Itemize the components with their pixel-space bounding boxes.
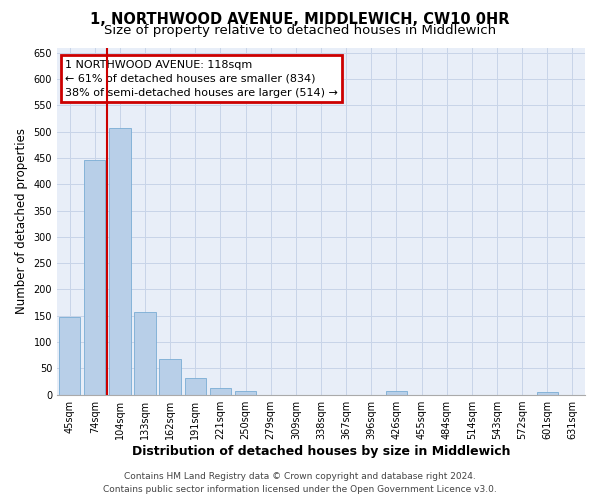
Bar [134, 312, 156, 394]
Text: 1, NORTHWOOD AVENUE, MIDDLEWICH, CW10 0HR: 1, NORTHWOOD AVENUE, MIDDLEWICH, CW10 0H… [90, 12, 510, 28]
Bar [536, 392, 558, 394]
Bar [235, 391, 256, 394]
Bar [109, 128, 131, 394]
Y-axis label: Number of detached properties: Number of detached properties [15, 128, 28, 314]
Bar [386, 392, 407, 394]
X-axis label: Distribution of detached houses by size in Middlewich: Distribution of detached houses by size … [132, 444, 510, 458]
Bar [160, 359, 181, 394]
Text: 1 NORTHWOOD AVENUE: 118sqm
← 61% of detached houses are smaller (834)
38% of sem: 1 NORTHWOOD AVENUE: 118sqm ← 61% of deta… [65, 60, 338, 98]
Text: Size of property relative to detached houses in Middlewich: Size of property relative to detached ho… [104, 24, 496, 37]
Bar [210, 388, 231, 394]
Bar [59, 318, 80, 394]
Text: Contains HM Land Registry data © Crown copyright and database right 2024.
Contai: Contains HM Land Registry data © Crown c… [103, 472, 497, 494]
Bar [84, 160, 106, 394]
Bar [185, 378, 206, 394]
